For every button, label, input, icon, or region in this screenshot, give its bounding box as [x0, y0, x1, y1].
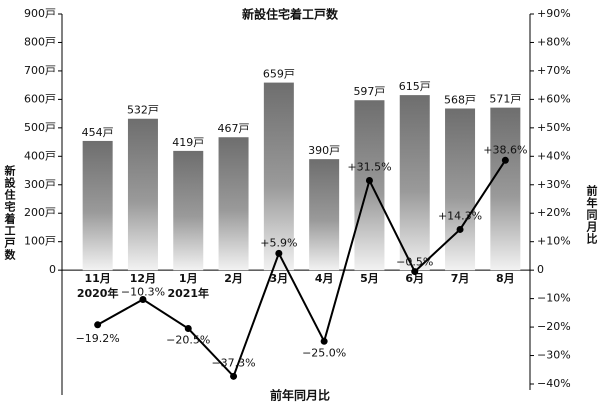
y2-tick-label: +30%	[537, 178, 571, 191]
y-tick-label: 200戸	[24, 206, 56, 219]
line-value-label: +5.9%	[260, 236, 297, 249]
y2-tick-label: −40%	[537, 377, 571, 390]
line-point	[94, 321, 102, 329]
x-tick-label: 11月	[84, 272, 110, 285]
bar	[218, 137, 249, 271]
bar-value-label: 390戸	[308, 144, 340, 157]
y-tick-label: 700戸	[24, 64, 56, 77]
bar-value-label: 659戸	[263, 68, 295, 81]
y-axis-label: 新設住宅着工戸数	[3, 164, 17, 261]
x-tick-sublabel: 2020年	[77, 286, 119, 300]
y-tick-label: 800戸	[24, 35, 56, 48]
y-tick-label: 600戸	[24, 92, 56, 105]
bar-value-label: 532戸	[127, 104, 159, 117]
y-tick-label: 400戸	[24, 149, 56, 162]
y-tick-label: 300戸	[24, 178, 56, 191]
line-point	[275, 249, 283, 257]
x-axis-label: 前年同月比	[270, 388, 330, 403]
line-value-label: −37.3%	[211, 356, 255, 369]
line-point	[230, 372, 238, 380]
y2-tick-label: −20%	[537, 320, 571, 333]
x-tick-label: 1月	[179, 272, 198, 285]
line-value-label: +31.5%	[347, 161, 391, 174]
line-point	[184, 325, 192, 332]
chart-title: 新設住宅着工戸数	[242, 7, 339, 22]
line-value-label: −25.0%	[302, 346, 346, 359]
line-point	[365, 177, 373, 184]
line-point	[320, 337, 328, 345]
bar	[263, 82, 294, 271]
line-point	[139, 295, 147, 303]
y2-tick-label: −30%	[537, 349, 571, 362]
x-tick-label: 6月	[405, 272, 424, 285]
line-point	[411, 268, 419, 276]
line-value-label: +14.3%	[438, 209, 482, 222]
bar-value-label: 615戸	[399, 80, 431, 93]
y2-tick-label: +40%	[537, 149, 571, 162]
y2-tick-label: 0	[537, 263, 544, 276]
x-tick-label: 12月	[130, 272, 156, 285]
x-tick-label: 5月	[360, 272, 379, 285]
y2-tick-label: +20%	[537, 206, 571, 219]
bar	[82, 140, 113, 271]
bar-value-label: 597戸	[353, 85, 385, 98]
bar-value-label: 467戸	[218, 122, 250, 135]
y2-tick-label: +50%	[537, 121, 571, 134]
bar-value-label: 568戸	[444, 93, 476, 106]
line-value-label: −19.2%	[76, 332, 120, 345]
bar-value-label: 454戸	[82, 126, 114, 139]
y-tick-label: 500戸	[24, 121, 56, 134]
line-value-label: +38.6%	[483, 143, 527, 156]
y-tick-label: 900戸	[24, 7, 56, 20]
x-tick-label: 7月	[451, 272, 470, 285]
line-value-label: −10.3%	[121, 285, 165, 298]
x-tick-label: 4月	[315, 272, 334, 285]
bar	[354, 100, 385, 271]
bar	[445, 108, 476, 271]
x-tick-label: 8月	[496, 272, 515, 285]
bar	[490, 107, 521, 271]
y2-tick-label: +60%	[537, 92, 571, 105]
y2-axis-label: 前年同月比	[585, 184, 599, 245]
y2-tick-label: +80%	[537, 35, 571, 48]
bar-value-label: 571戸	[489, 93, 521, 106]
bar-value-label: 419戸	[172, 136, 204, 149]
y2-tick-label: +10%	[537, 235, 571, 248]
x-tick-sublabel: 2021年	[167, 286, 209, 300]
x-tick-label: 2月	[224, 272, 243, 285]
bar	[309, 159, 340, 271]
y2-tick-label: +70%	[537, 64, 571, 77]
x-tick-label: 3月	[270, 272, 289, 285]
y-tick-label: 100戸	[24, 235, 56, 248]
y2-tick-label: −10%	[537, 292, 571, 305]
line-value-label: −0.5%	[396, 256, 433, 269]
line-value-label: −20.5%	[166, 334, 210, 347]
bar	[399, 95, 430, 271]
bar	[173, 150, 204, 271]
y-tick-label: 0	[49, 263, 56, 276]
bar	[127, 118, 158, 271]
line	[97, 159, 507, 379]
line-point	[456, 225, 464, 233]
y2-tick-label: +90%	[537, 7, 571, 20]
line-point	[501, 156, 509, 164]
